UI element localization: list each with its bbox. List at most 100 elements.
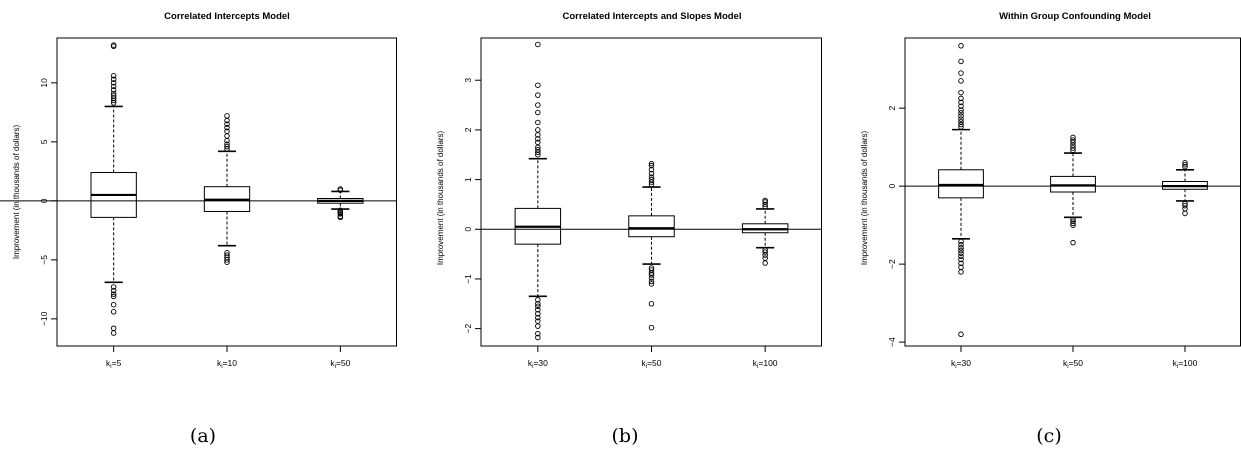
y-tick-label: −5 <box>39 255 49 265</box>
x-tick-label: ki=10 <box>217 358 237 370</box>
outlier-point <box>535 102 541 108</box>
outlier-point <box>958 58 964 65</box>
y-tick-label: 1 <box>463 177 473 182</box>
panel-label: (c) <box>1036 425 1061 447</box>
outlier-point <box>337 211 344 217</box>
outlier-point <box>535 127 541 133</box>
outlier-point <box>535 92 541 98</box>
outlier-point <box>958 250 964 256</box>
outlier-point <box>535 306 541 313</box>
outlier-point <box>648 275 655 281</box>
outlier-point <box>1070 145 1076 151</box>
outlier-point <box>535 323 541 329</box>
outlier-point <box>110 287 117 294</box>
outlier-point <box>110 284 117 290</box>
outlier-point <box>958 121 964 128</box>
x-tick-label: ki=50 <box>1063 358 1083 370</box>
y-tick-label: 3 <box>463 78 473 83</box>
outlier-point <box>762 255 768 261</box>
outlier-point <box>958 269 964 275</box>
outlier-point <box>337 186 344 192</box>
outlier-point <box>648 278 655 285</box>
outlier-point <box>958 113 964 119</box>
outlier-point <box>1070 142 1076 148</box>
y-tick-label: −1 <box>463 274 473 284</box>
outlier-point <box>762 260 768 266</box>
y-tick-label: 5 <box>39 139 49 144</box>
y-tick-label: −2 <box>887 259 897 269</box>
outlier-point <box>1182 206 1188 212</box>
outlier-point <box>648 170 655 177</box>
outlier-point <box>535 310 541 317</box>
outlier-point <box>110 83 117 90</box>
outlier-point <box>110 291 117 297</box>
outlier-point <box>1070 139 1076 146</box>
outlier-point <box>1182 160 1188 166</box>
outlier-point <box>958 99 964 106</box>
outlier-point <box>535 314 541 321</box>
box <box>628 215 675 238</box>
outlier-point <box>958 107 964 113</box>
outlier-point <box>958 124 964 130</box>
outlier-point <box>535 136 541 142</box>
outlier-point <box>535 147 541 153</box>
outlier-point <box>110 330 117 336</box>
outlier-point <box>535 297 541 303</box>
outlier-point <box>535 303 541 310</box>
y-axis-label: Improvement (in thousands of dollars) <box>12 125 21 260</box>
outlier-point <box>535 109 541 116</box>
x-tick-label: ki=30 <box>951 358 971 370</box>
outlier-point <box>110 93 117 99</box>
outlier-point <box>535 82 541 88</box>
plot-frame <box>480 37 822 347</box>
outlier-point <box>1070 147 1076 154</box>
outlier-point <box>1182 202 1188 209</box>
outlier-point <box>958 116 964 122</box>
outlier-point <box>1070 216 1076 223</box>
y-tick-label: 2 <box>887 106 897 111</box>
outlier-point <box>224 121 230 127</box>
y-axis-label: Improvement (in thousands of dollars) <box>860 131 869 266</box>
panel-b: Correlated Intercepts and Slopes Model I… <box>436 11 822 447</box>
outlier-point <box>110 73 117 79</box>
y-tick-label: 0 <box>463 227 473 232</box>
outlier-point <box>1070 137 1076 143</box>
y-tick-label: 10 <box>39 78 49 88</box>
chart-title: Correlated Intercepts Model <box>164 11 290 22</box>
outlier-point <box>535 334 541 341</box>
outlier-point <box>224 141 230 147</box>
outlier-point <box>535 301 541 307</box>
outlier-point <box>1182 200 1188 207</box>
outlier-point <box>110 87 117 93</box>
chart-title: Within Group Confounding Model <box>999 11 1151 22</box>
y-axis-label: Improvement (in thousands of dollars) <box>436 131 445 266</box>
outlier-point <box>110 293 117 300</box>
y-tick-label: −2 <box>463 324 473 334</box>
outlier-point <box>648 166 655 173</box>
outlier-point <box>1182 163 1188 170</box>
outlier-point <box>110 76 117 83</box>
outlier-point <box>648 174 655 180</box>
outlier-point <box>535 330 541 337</box>
x-tick-label: ki=30 <box>528 358 548 370</box>
outlier-point <box>224 257 230 263</box>
outlier-point <box>762 252 768 258</box>
box <box>938 169 984 199</box>
outlier-point <box>110 301 117 308</box>
outlier-point <box>1070 220 1076 226</box>
outlier-point <box>958 247 964 254</box>
x-tick-label: ki=50 <box>641 358 661 370</box>
box <box>1050 175 1096 193</box>
x-tick-label: ki=100 <box>1173 358 1198 370</box>
outlier-point <box>958 238 964 245</box>
outlier-point <box>762 249 768 255</box>
panel-c: Within Group Confounding Model Improveme… <box>860 11 1241 447</box>
outlier-point <box>648 281 655 287</box>
outlier-point <box>958 95 964 102</box>
outlier-point <box>224 128 230 134</box>
outlier-point <box>762 201 768 208</box>
outlier-point <box>1182 210 1188 217</box>
outlier-point <box>224 143 230 150</box>
outlier-point <box>110 309 117 315</box>
